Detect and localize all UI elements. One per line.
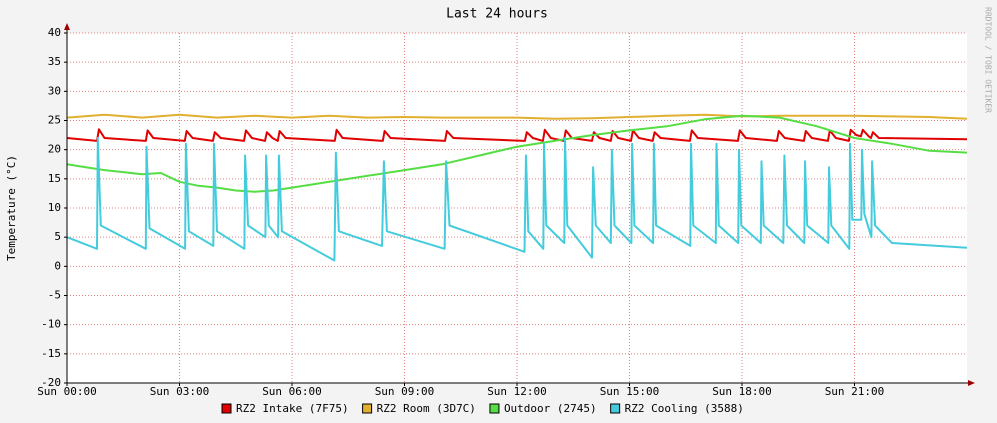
y-tick-label: 20 [48, 143, 61, 156]
y-tick-label: 10 [48, 201, 61, 214]
series-line [66, 114, 968, 193]
y-tick-label: 0 [54, 259, 61, 272]
x-tick-label: Sun 18:00 [712, 385, 772, 398]
legend-label: Outdoor (2745) [504, 402, 597, 415]
y-tick-label: -5 [48, 289, 61, 302]
x-tick-label: Sun 06:00 [262, 385, 322, 398]
series-line [66, 113, 968, 120]
legend: RZ2 Intake (7F75) RZ2 Room (3D7C) Outdoor … [221, 402, 744, 415]
y-tick-label: -15 [41, 347, 61, 360]
x-tick-label: Sun 00:00 [37, 385, 97, 398]
watermark: RRDTOOL / TOBI OETIKER [984, 7, 993, 113]
legend-swatch [610, 403, 621, 414]
y-tick-label: 5 [54, 230, 61, 243]
x-tick-label: Sun 15:00 [600, 385, 660, 398]
x-tick-label: Sun 12:00 [487, 385, 547, 398]
y-tick-label: 25 [48, 114, 61, 127]
x-tick-label: Sun 21:00 [825, 385, 885, 398]
series-line [66, 137, 968, 262]
y-tick-label: 35 [48, 55, 61, 68]
legend-label: RZ2 Intake (7F75) [236, 402, 349, 415]
legend-label: RZ2 Room (3D7C) [377, 402, 476, 415]
y-tick-label: 30 [48, 84, 61, 97]
x-arrow [968, 380, 975, 386]
y-tick-label: 15 [48, 172, 61, 185]
lines [66, 113, 968, 262]
x-tick-label: Sun 03:00 [150, 385, 210, 398]
y-arrow [64, 23, 70, 30]
y-tick-label: -10 [41, 318, 61, 331]
legend-swatch [221, 403, 232, 414]
x-tick-label: Sun 09:00 [375, 385, 435, 398]
legend-swatch [489, 403, 500, 414]
y-axis-label: Temperature (°C) [5, 155, 18, 261]
axes [64, 23, 975, 386]
chart-title: Last 24 hours [446, 7, 548, 22]
legend-label: RZ2 Cooling (3588) [625, 402, 744, 415]
y-tick-label: -20 [41, 376, 61, 389]
legend-swatch [362, 403, 373, 414]
y-tick-label: 40 [48, 26, 61, 39]
series-line [66, 128, 968, 142]
